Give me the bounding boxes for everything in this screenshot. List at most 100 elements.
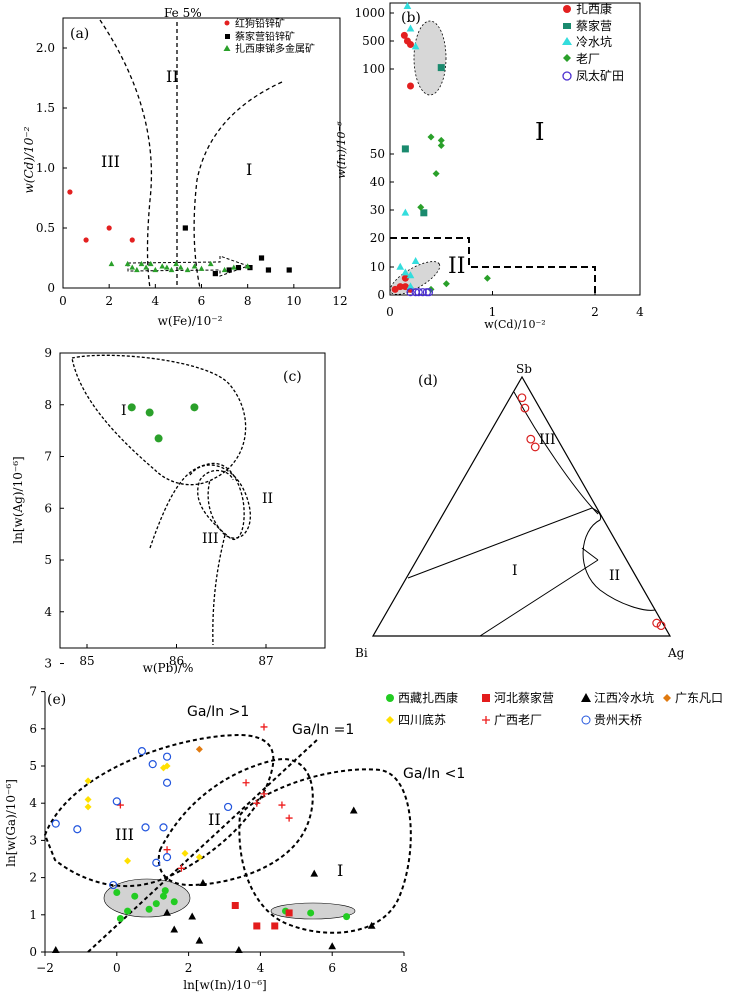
- panel-b-ytick-label: 20: [370, 231, 385, 245]
- panel-b-legend-label-0: 扎西康: [576, 1, 612, 16]
- panel-c-point: [127, 403, 136, 412]
- panel-c-ytick-label: 6: [44, 501, 52, 515]
- panel-e-point-s2: [188, 912, 197, 920]
- panel-a-legend-label-1: 蔡家营铅锌矿: [235, 30, 295, 43]
- panel-e-region-ii: II: [208, 810, 221, 829]
- panel-a-point-s2: [173, 260, 179, 267]
- panel-a-point-s2: [198, 265, 205, 271]
- panel-e-point-s1: [285, 909, 293, 917]
- panel-d-label: (d): [418, 373, 438, 389]
- panel-e-point-s2: [328, 942, 337, 950]
- panel-c-ytick-label: 4: [44, 605, 52, 619]
- panel-a-point-s2: [124, 260, 131, 267]
- panel-e-point-s0: [170, 898, 178, 906]
- panel-a-point-s2: [138, 260, 145, 267]
- panel-e-xtick-label: 2: [185, 961, 193, 975]
- panel-d-vertex-ag: Ag: [667, 646, 685, 660]
- panel-d-point: [520, 403, 530, 413]
- panel-b-points: [391, 2, 491, 297]
- panel-e-point-s6: [223, 802, 233, 812]
- panel-e-point-s0: [343, 913, 351, 921]
- panel-b: (b) I II w(In)/10⁻⁶ w(Cd)/10⁻² 扎西康 蔡家营 冷…: [335, 1, 644, 331]
- panel-a-legend-label-0: 红狗铅锌矿: [235, 17, 285, 30]
- panel-a-label: (a): [70, 26, 89, 42]
- panel-b-point-s4: [424, 288, 434, 297]
- panel-e-point-s6: [159, 823, 168, 832]
- panel-d-boundary-i-lower: [479, 547, 599, 637]
- panel-a-legend-label-2: 扎西康锑多金属矿: [235, 42, 315, 55]
- panel-b-legend-label-1: 蔡家营: [576, 18, 612, 33]
- panel-b-point-s0: [401, 274, 409, 282]
- panel-b-point-s1: [401, 145, 409, 153]
- panel-b-point-s3: [432, 170, 440, 178]
- panel-e-xtick-label: 4: [257, 961, 265, 975]
- panel-a-ylabel: w(Cd)/10⁻²: [22, 126, 36, 193]
- panel-b-ytick-label: 50: [370, 147, 385, 161]
- panel-e-region-i: I: [337, 861, 343, 880]
- panel-b-point-s3: [437, 142, 445, 149]
- panel-a-ytick-label: 1.0: [36, 161, 55, 175]
- panel-e-point-s0: [124, 907, 132, 915]
- panel-d-vertex-bi: Bi: [355, 646, 368, 660]
- panel-c-ytick-label: 8: [44, 398, 52, 412]
- panel-e-point-s4: [84, 803, 92, 811]
- panel-b-legend-marker-3: [563, 54, 571, 62]
- panel-a-point-s1: [212, 271, 218, 277]
- panel-e-legend-marker-5: [482, 716, 490, 724]
- panel-a-xtick-label: 2: [105, 294, 113, 308]
- panel-b-xlabel: w(Cd)/10⁻²: [484, 318, 545, 331]
- panel-b-point-s2: [406, 271, 415, 279]
- panel-e-ytick-label: 0: [29, 945, 37, 959]
- panel-d-point: [530, 442, 540, 452]
- panel-e-legend-label-4: 四川底苏: [398, 712, 446, 727]
- panel-a-xtick-label: 12: [332, 294, 347, 308]
- panel-a-ytick-label: 0.5: [36, 221, 55, 235]
- panel-b-point-s3: [483, 274, 491, 282]
- panel-c: (c) I II III ln[w(Ag)/10⁻⁶] w(Pb)/% 85 86…: [11, 346, 326, 675]
- panel-a: (a) Fe 5% II III I w(Cd)/10⁻² w(Fe)/10⁻²…: [22, 6, 348, 328]
- panel-a-point-s2: [207, 260, 214, 267]
- panel-e-point-s6: [162, 853, 172, 862]
- panel-b-point-s3: [427, 133, 435, 141]
- panel-b-legend-label-4: 凤太矿田: [576, 68, 624, 83]
- panel-c-region-i-boundary: [71, 354, 247, 486]
- panel-a-point-s1: [265, 267, 272, 273]
- panel-a-point-s2: [134, 266, 140, 273]
- panel-b-legend: 扎西康 蔡家营 冷水坑 老厂 凤太矿田: [562, 1, 624, 83]
- panel-d-vertex-sb: Sb: [516, 362, 532, 376]
- panel-a-legend-marker-2: [223, 45, 231, 51]
- panel-a-points: [67, 189, 292, 277]
- panel-b-point-s2: [411, 42, 420, 50]
- panel-e-point-s5: [163, 846, 171, 854]
- panel-e-xtick-label: 0: [113, 961, 121, 975]
- panel-d-boundary-iii: [513, 391, 599, 515]
- panel-e-point-s6: [162, 752, 172, 761]
- panel-e-point-s0: [131, 892, 139, 900]
- panel-c-plot-frame: [59, 352, 326, 649]
- panel-a-ticks: 0 2 4 6 8 10 12 0 0.5 1.0 1.5 2.0: [36, 41, 348, 308]
- panel-a-legend: 红狗铅锌矿 蔡家营铅锌矿 扎西康锑多金属矿: [223, 17, 315, 55]
- panel-b-ytick-label: 10: [370, 260, 385, 274]
- panel-b-point-s0: [401, 283, 409, 291]
- panel-e-point-s6: [109, 880, 118, 890]
- panel-a-boundary-iii: [99, 19, 153, 289]
- panel-e-legend: 西藏扎西康 河北蔡家营 江西冷水坑 广东凡口 四川底苏 广西老厂 贵州天桥: [386, 690, 723, 727]
- panel-e-point-s5: [242, 779, 250, 787]
- panel-b-region-i: I: [535, 118, 544, 146]
- panel-c-ticks: 85 86 87 3 4 5 6 7 8 9: [44, 346, 273, 671]
- panel-e-points: [51, 723, 376, 953]
- panel-b-plot-frame: [389, 2, 641, 296]
- panel-b-region-ii: II: [448, 254, 465, 279]
- panel-a-region-iii: III: [101, 152, 120, 171]
- panel-c-ytick-label: 7: [44, 450, 52, 464]
- panel-a-point-s1: [226, 267, 232, 273]
- panel-e-legend-marker-0: [386, 694, 394, 702]
- panel-e-point-s4: [181, 849, 189, 857]
- panel-e-point-s1: [231, 902, 239, 909]
- panel-c-region-i: I: [121, 403, 127, 419]
- panel-e-point-s4: [124, 857, 132, 865]
- panel-a-trend-arrow: [127, 255, 250, 277]
- panel-d-boundary-i-upper: [407, 507, 593, 579]
- panel-b-legend-label-2: 冷水坑: [576, 34, 612, 49]
